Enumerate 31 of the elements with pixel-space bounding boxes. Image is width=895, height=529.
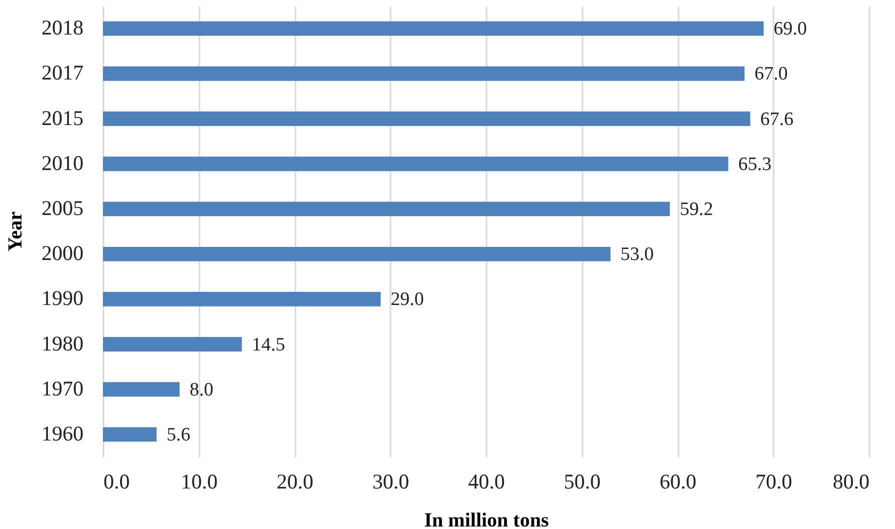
data-label: 5.6: [166, 424, 190, 446]
x-tick-label: 10.0: [180, 470, 218, 494]
x-tick-label: 0.0: [104, 470, 130, 494]
x-tick-label: 50.0: [564, 470, 601, 494]
data-label: 8.0: [190, 379, 214, 400]
data-label: 59.2: [680, 198, 714, 220]
x-tick-label: 60.0: [660, 470, 696, 494]
y-tick-label: 2015: [42, 106, 84, 130]
y-tick-label: 2000: [42, 241, 84, 266]
x-tick-label: 70.0: [755, 470, 792, 494]
y-tick-label: 2017: [42, 60, 84, 85]
y-tick-label: 1960: [42, 421, 84, 446]
data-label: 53.0: [620, 244, 654, 266]
data-label: 65.3: [738, 154, 772, 175]
x-axis-title: In million tons: [424, 510, 549, 529]
x-tick-label: 20.0: [276, 470, 314, 494]
data-label: 67.6: [760, 108, 794, 130]
y-tick-label: 1970: [42, 376, 84, 400]
y-tick-label: 1990: [42, 286, 84, 310]
x-tick-label: 80.0: [832, 470, 870, 494]
data-label: 14.5: [252, 334, 286, 356]
y-tick-label: 2005: [42, 196, 84, 220]
data-label: 67.0: [754, 64, 788, 85]
y-tick-label: 2010: [42, 150, 84, 175]
data-label: 69.0: [774, 18, 807, 40]
y-tick-label: 2018: [42, 16, 84, 40]
x-tick-label: 40.0: [468, 470, 505, 494]
y-tick-label: 1980: [42, 331, 84, 356]
data-label: 29.0: [390, 289, 424, 310]
y-axis-title: Year: [4, 211, 26, 252]
x-tick-label: 30.0: [372, 470, 410, 494]
